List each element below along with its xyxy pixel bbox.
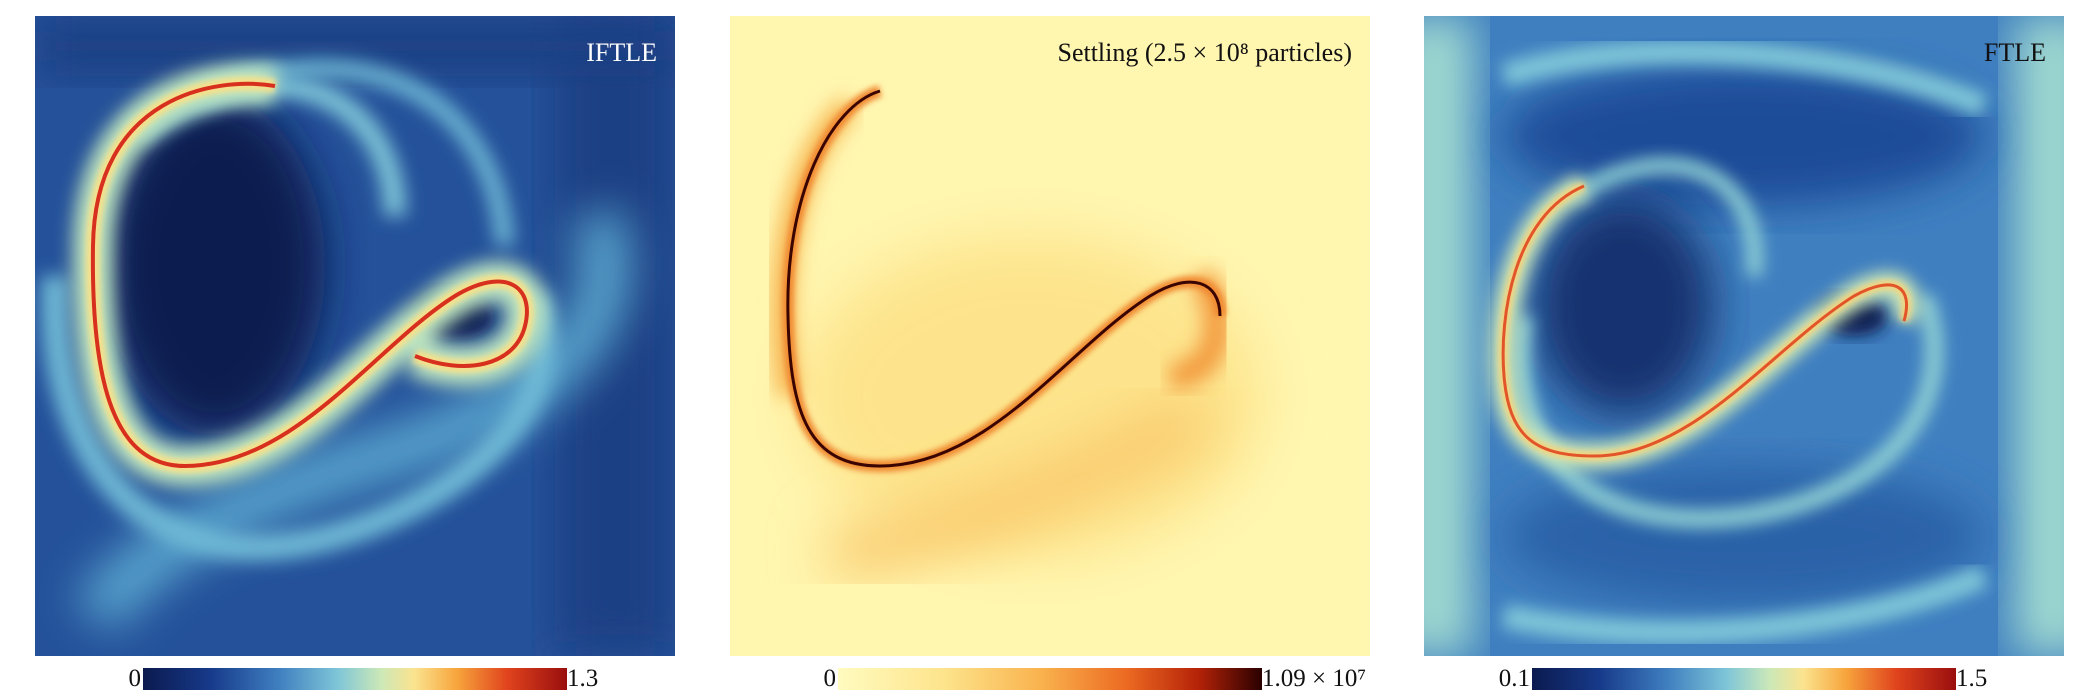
iftle-colorbar-min-label: 0 bbox=[128, 665, 142, 692]
iftle-colorbar-gradient bbox=[143, 668, 567, 690]
settling-density-image: Settling (2.5 × 10⁸ particles) bbox=[730, 16, 1370, 656]
iftle-colorbar: 0 1.3 bbox=[129, 666, 599, 692]
iftle-panel-title: IFTLE bbox=[586, 38, 657, 67]
ftle-field-graphic bbox=[1424, 16, 2064, 656]
settling-panel-title: Settling (2.5 × 10⁸ particles) bbox=[1057, 38, 1352, 67]
iftle-field-graphic bbox=[35, 16, 675, 656]
ftle-colorbar: 0.1 1.5 bbox=[1499, 666, 1988, 692]
settling-colorbar-min-label: 0 bbox=[823, 665, 837, 692]
settling-colorbar: 0 1.09 × 10⁷ bbox=[824, 666, 1367, 692]
ftle-colorbar-min-label: 0.1 bbox=[1498, 665, 1530, 692]
iftle-colorbar-max-label: 1.3 bbox=[567, 665, 599, 692]
settling-colorbar-gradient bbox=[838, 668, 1262, 690]
settling-colorbar-max-label: 1.09 × 10⁷ bbox=[1262, 665, 1367, 692]
iftle-field-image: IFTLE bbox=[35, 16, 675, 656]
ftle-colorbar-gradient bbox=[1532, 668, 1956, 690]
ftle-panel-title: FTLE bbox=[1983, 38, 2046, 67]
settling-density-graphic bbox=[730, 16, 1370, 656]
ftle-colorbar-max-label: 1.5 bbox=[1956, 665, 1988, 692]
ftle-field-image: FTLE bbox=[1424, 16, 2064, 656]
